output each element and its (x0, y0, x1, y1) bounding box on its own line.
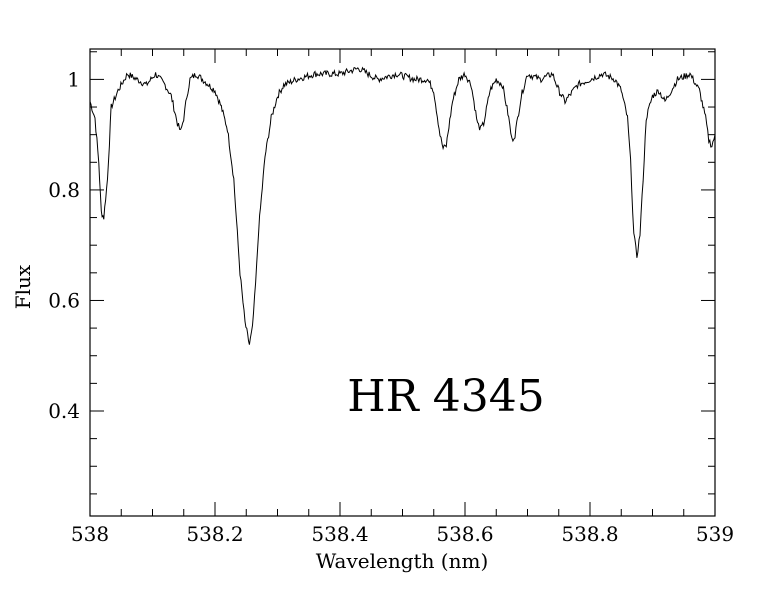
tick-labels: 538 538.2 538.4 538.6 538.8 539 0.4 0.6 0.8 1 (48, 67, 734, 546)
x-axis-title: Wavelength (nm) (316, 549, 489, 573)
y-tick-label: 0.6 (48, 288, 80, 312)
x-tick-label: 538.6 (436, 522, 493, 546)
x-tick-label: 538.2 (186, 522, 243, 546)
y-tick-label: 0.4 (48, 399, 80, 423)
y-tick-label: 1 (67, 67, 80, 91)
x-tick-label: 538.4 (311, 522, 368, 546)
x-tick-label: 538.8 (561, 522, 618, 546)
axis-ticks (89, 49, 716, 516)
x-tick-label: 538 (71, 522, 109, 546)
x-tick-label: 539 (696, 522, 734, 546)
y-tick-label: 0.8 (48, 178, 80, 202)
spectrum-line (89, 66, 716, 345)
star-label: HR 4345 (347, 371, 544, 422)
y-axis-title: Flux (11, 264, 35, 309)
